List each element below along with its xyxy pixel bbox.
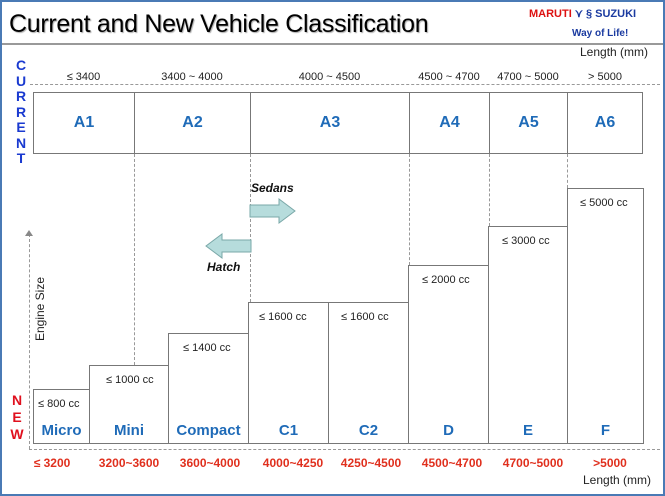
slide-title: Current and New Vehicle Classification bbox=[9, 10, 429, 38]
engine-size-axis bbox=[29, 234, 30, 449]
current-range: > 5000 bbox=[588, 71, 622, 83]
current-class-box: A5 bbox=[489, 92, 568, 154]
connector-line bbox=[134, 154, 135, 365]
new-class-box: ≤ 1600 cc C2 bbox=[328, 302, 409, 444]
hatch-label: Hatch bbox=[207, 260, 241, 274]
new-class-name: C2 bbox=[358, 422, 379, 439]
engine-size-limit: ≤ 1400 cc bbox=[183, 342, 231, 354]
new-class-name: Mini bbox=[114, 422, 144, 439]
new-range: >5000 bbox=[593, 456, 627, 470]
logo: MARUTI ⋎ § SUZUKI bbox=[529, 8, 637, 20]
new-range: 3600~4000 bbox=[179, 456, 241, 470]
new-class-name: F bbox=[600, 422, 611, 439]
new-range: ≤ 3200 bbox=[33, 456, 71, 470]
current-class-box: A3 bbox=[250, 92, 410, 154]
current-class-box: A6 bbox=[567, 92, 643, 154]
new-class-box: ≤ 1600 cc C1 bbox=[248, 302, 329, 444]
new-length-axis bbox=[29, 449, 660, 450]
new-class-name: C1 bbox=[278, 422, 299, 439]
current-class-box: A2 bbox=[134, 92, 251, 154]
new-class-name: E bbox=[522, 422, 533, 439]
new-range: 4250~4500 bbox=[340, 456, 402, 470]
new-range: 4700~5000 bbox=[502, 456, 564, 470]
connector-line bbox=[567, 154, 568, 188]
current-class-box: A1 bbox=[33, 92, 135, 154]
left-arrow-icon bbox=[205, 233, 252, 259]
new-range: 4500~4700 bbox=[421, 456, 483, 470]
current-range: 4000 ~ 4500 bbox=[298, 71, 361, 83]
title-divider bbox=[2, 43, 663, 45]
new-class-name: Micro bbox=[41, 422, 82, 439]
sedans-label: Sedans bbox=[251, 181, 294, 195]
length-label-top: Length (mm) bbox=[580, 45, 649, 59]
engine-size-limit: ≤ 1000 cc bbox=[106, 374, 154, 386]
new-class-box: ≤ 800 cc Micro bbox=[33, 389, 90, 444]
connector-line bbox=[489, 154, 490, 226]
current-range: 4500 ~ 4700 bbox=[418, 71, 480, 83]
engine-size-limit: ≤ 800 cc bbox=[38, 398, 80, 410]
current-range: ≤ 3400 bbox=[66, 71, 101, 83]
right-arrow-icon bbox=[249, 198, 296, 224]
current-range: 4700 ~ 5000 bbox=[497, 71, 559, 83]
new-class-name: Compact bbox=[176, 422, 241, 439]
engine-size-limit: ≤ 1600 cc bbox=[259, 311, 307, 323]
new-range: 4000~4250 bbox=[262, 456, 324, 470]
engine-size-limit: ≤ 1600 cc bbox=[341, 311, 389, 323]
engine-size-limit: ≤ 3000 cc bbox=[502, 235, 550, 247]
axis-arrow-icon bbox=[25, 230, 33, 236]
new-class-name: D bbox=[443, 422, 454, 439]
connector-line bbox=[250, 154, 251, 302]
current-length-axis bbox=[30, 84, 660, 85]
current-range: 3400 ~ 4000 bbox=[161, 71, 223, 83]
new-class-box: ≤ 1400 cc Compact bbox=[168, 333, 249, 444]
connector-line bbox=[409, 154, 410, 265]
new-class-box: ≤ 1000 cc Mini bbox=[89, 365, 169, 444]
current-class-box: A4 bbox=[409, 92, 490, 154]
length-label-bottom: Length (mm) bbox=[583, 473, 652, 487]
logo-mark-icon: ⋎ § bbox=[574, 8, 593, 20]
new-class-box: ≤ 2000 cc D bbox=[408, 265, 489, 444]
engine-size-label: Engine Size bbox=[33, 276, 47, 342]
new-range: 3200~3600 bbox=[98, 456, 160, 470]
new-class-box: ≤ 5000 cc F bbox=[567, 188, 644, 444]
engine-size-limit: ≤ 2000 cc bbox=[422, 274, 470, 286]
new-class-box: ≤ 3000 cc E bbox=[488, 226, 568, 444]
logo-tagline: Way of Life! bbox=[572, 28, 629, 39]
engine-size-limit: ≤ 5000 cc bbox=[580, 197, 628, 209]
